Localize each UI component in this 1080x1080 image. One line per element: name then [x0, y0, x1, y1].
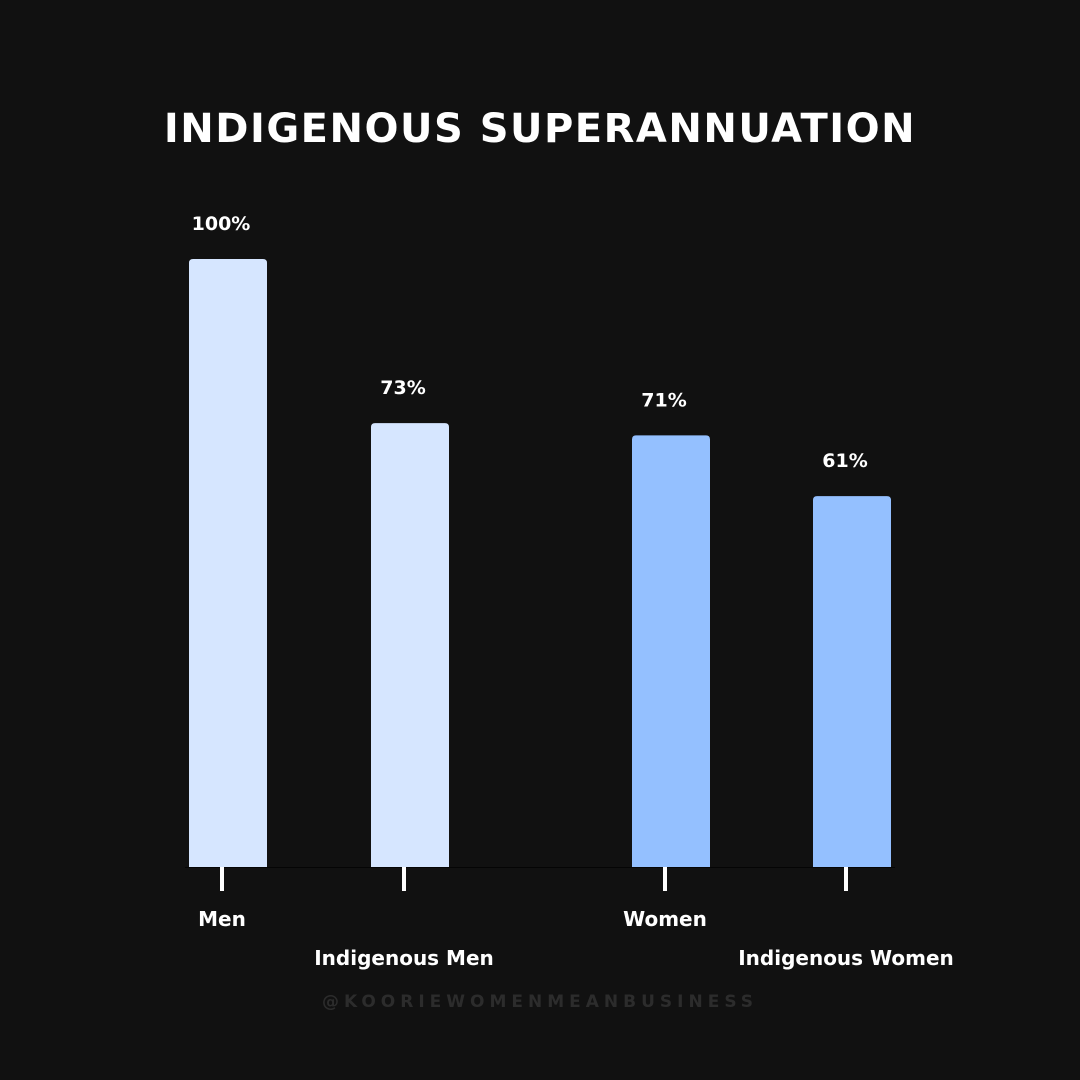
watermark: @KOORIEWOMENMEANBUSINESS [321, 992, 759, 1012]
x-tick-label: Indigenous Women [738, 946, 954, 970]
data-label: 100% [192, 213, 251, 235]
chart-title: INDIGENOUS SUPERANNUATION [163, 106, 917, 152]
x-tick [220, 867, 224, 891]
data-label: 61% [822, 450, 867, 472]
bar-1 [371, 423, 449, 867]
x-tick-label: Men [198, 907, 246, 931]
x-tick-label: Women [623, 907, 707, 931]
data-label: 71% [641, 389, 686, 411]
bar-3 [813, 496, 891, 867]
bar-0 [189, 259, 267, 867]
x-tick [844, 867, 848, 891]
x-tick-label: Indigenous Men [314, 946, 494, 970]
x-tick [663, 867, 667, 891]
bar-2 [632, 435, 710, 867]
x-tick [402, 867, 406, 891]
data-label: 73% [380, 377, 425, 399]
